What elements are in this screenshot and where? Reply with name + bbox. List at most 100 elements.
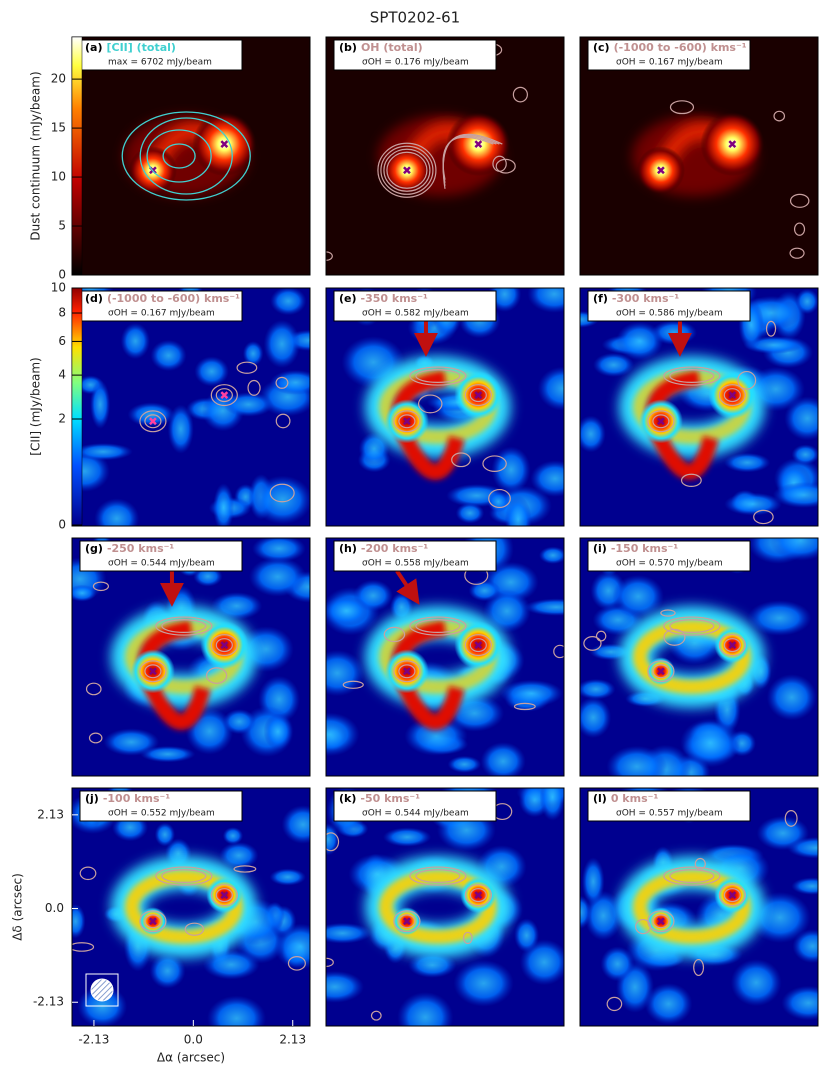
source-marker [403, 166, 411, 175]
panel-label: (c) (-1000 to -600) kms⁻¹ [593, 41, 747, 54]
panel-frame [71, 787, 311, 1027]
colorbar-label: [CII] (mJy/beam) [29, 357, 43, 455]
oh-contour [409, 366, 467, 386]
oh-contour [793, 222, 806, 236]
oh-contour [669, 369, 715, 383]
oh-contour [488, 488, 511, 509]
source-marker [149, 417, 157, 426]
label-box [79, 540, 243, 572]
noise [253, 475, 310, 525]
panel-tag: (a) [85, 41, 102, 54]
noise [769, 538, 818, 561]
oh-contour [669, 869, 715, 883]
oh-contour [398, 414, 416, 429]
panel-frame [71, 537, 311, 777]
panel-title: (-1000 to -600) kms⁻¹ [107, 292, 240, 305]
colorbar-label: Dust continuum (mJy/beam) [29, 71, 43, 240]
label-box [79, 790, 243, 822]
panel-note: σOH = 0.544 mJy/beam [362, 809, 469, 819]
noise [326, 970, 364, 1003]
oh-contour [765, 320, 777, 337]
source-marker [474, 641, 483, 649]
source-marker [149, 917, 157, 926]
panel-note: σOH = 0.167 mJy/beam [616, 58, 723, 68]
oh-contour [789, 193, 810, 208]
colorbar-tick-label: 20 [51, 72, 66, 86]
noise [222, 709, 256, 735]
oh-contour [669, 100, 695, 115]
panel-tag: (j) [85, 792, 99, 805]
noise [326, 649, 365, 697]
panel [72, 538, 310, 776]
panel-label: (l) 0 kms⁻¹ [593, 792, 658, 805]
noise [269, 868, 306, 886]
oh-contour [139, 660, 167, 683]
oh-contour [451, 452, 471, 468]
oh-contour [92, 581, 110, 592]
oh-contour [161, 619, 207, 633]
panel-title: -250 kms⁻¹ [107, 542, 174, 555]
noise [514, 918, 540, 953]
noise [524, 598, 564, 616]
oh-contour [635, 918, 651, 935]
panel-title: -350 kms⁻¹ [361, 292, 428, 305]
panel-tag: (b) [339, 41, 357, 54]
source-marker [728, 140, 737, 148]
noise [791, 444, 818, 465]
noise [167, 404, 194, 454]
crescent [391, 620, 465, 730]
noise [222, 827, 244, 845]
oh-contour [393, 660, 421, 683]
panel-note: σOH = 0.552 mJy/beam [108, 809, 215, 819]
panel [580, 37, 818, 275]
source-marker [728, 641, 737, 649]
oh-contour [418, 394, 443, 414]
oh-contour [215, 388, 233, 403]
noise [249, 556, 307, 597]
label-box [333, 290, 497, 322]
noise [358, 432, 390, 465]
panel [72, 37, 310, 275]
cii-contour [162, 143, 196, 169]
source-marker [149, 667, 157, 676]
colorbar-tick-label: 10 [51, 281, 66, 295]
colorbar-tick-label: 0 [58, 268, 66, 282]
noise [766, 674, 817, 721]
panel-note: σOH = 0.570 mJy/beam [616, 559, 723, 569]
label-box [587, 290, 751, 322]
noise [326, 922, 372, 944]
noise [219, 841, 259, 870]
crescent [391, 370, 465, 480]
panel-note: σOH = 0.582 mJy/beam [362, 309, 469, 319]
panel-title: -300 kms⁻¹ [612, 292, 679, 305]
noise [504, 495, 532, 526]
oh-contour [269, 483, 295, 503]
noise [580, 678, 616, 700]
oh-contour [383, 626, 406, 643]
noise [530, 460, 564, 497]
panel-title: [CII] (total) [106, 41, 175, 54]
colorbar-tick-label: 5 [58, 219, 66, 233]
noise [499, 679, 563, 707]
noise [408, 952, 457, 978]
oh-contour [553, 644, 564, 659]
oh-contour [233, 865, 257, 873]
oh-contour [215, 888, 233, 903]
noise [795, 288, 818, 315]
panel-label: (j) -100 kms⁻¹ [85, 792, 170, 805]
noise [580, 696, 612, 739]
noise [194, 356, 229, 387]
noise [326, 595, 370, 627]
noise [270, 369, 310, 395]
noise [644, 983, 693, 1025]
oh-contour [415, 369, 461, 383]
source-marker [403, 417, 411, 426]
panel-note: σOH = 0.586 mJy/beam [616, 309, 723, 319]
oh-contour [663, 616, 721, 636]
noise [150, 339, 187, 372]
label-box [587, 39, 751, 71]
noise [72, 904, 86, 939]
oh-contour [155, 616, 213, 636]
oh-contour [595, 630, 607, 642]
panel [326, 288, 564, 526]
